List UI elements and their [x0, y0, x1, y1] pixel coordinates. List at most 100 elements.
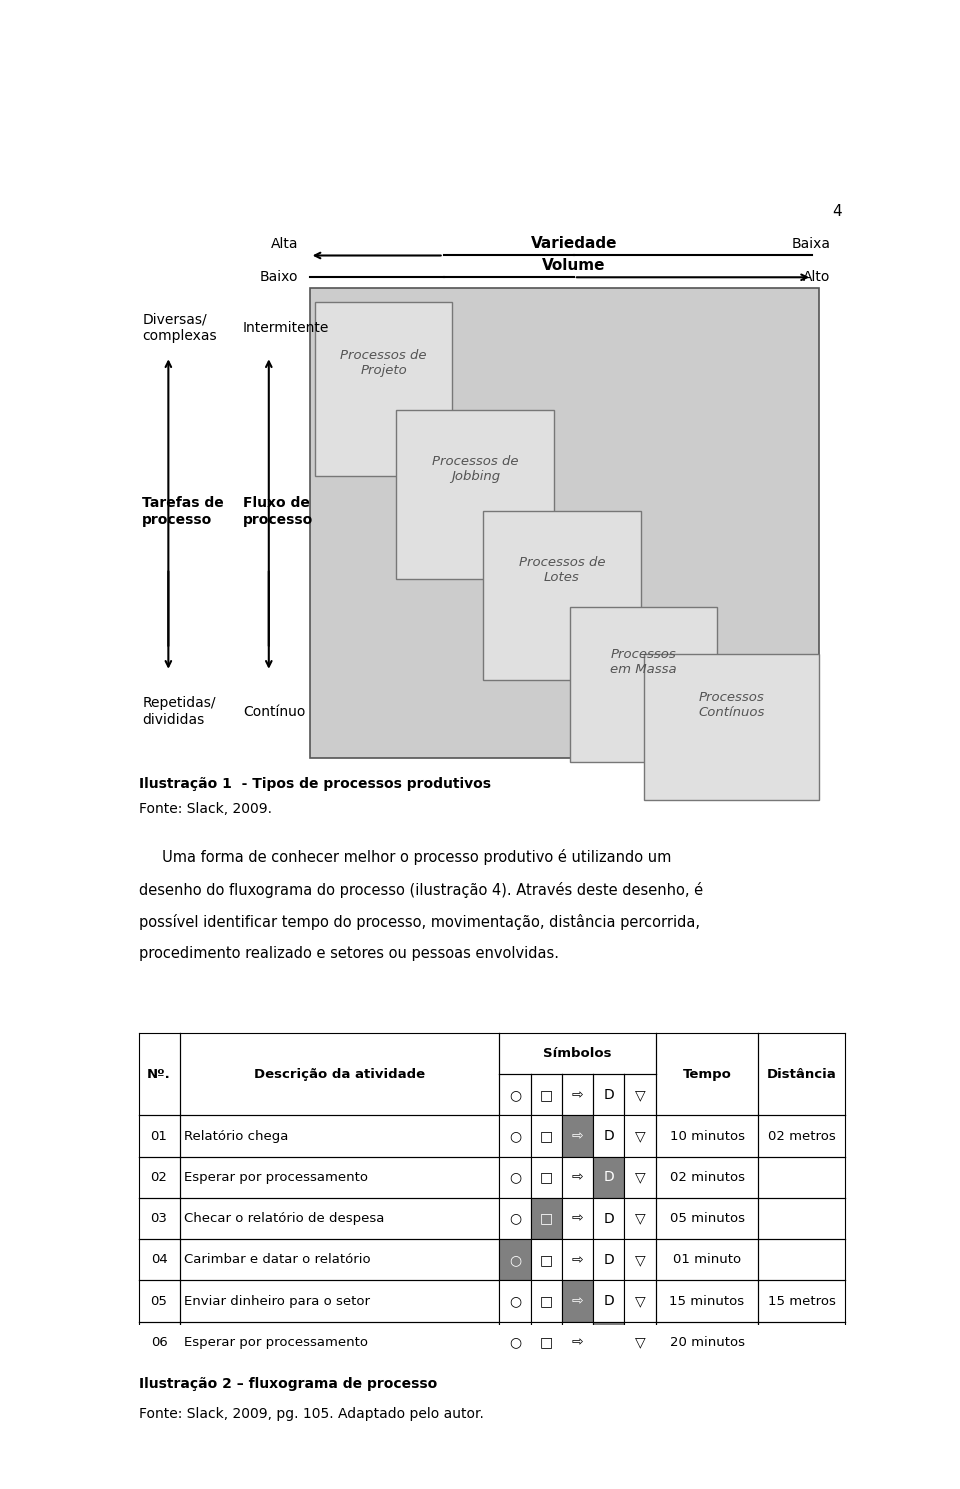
Bar [499, 1239, 531, 1281]
Text: D: D [604, 1252, 614, 1267]
Bar [624, 1281, 656, 1322]
Text: ○: ○ [509, 1294, 521, 1309]
Bar [483, 511, 641, 680]
Text: Alta: Alta [271, 237, 299, 252]
Text: 10 minutos: 10 minutos [669, 1130, 745, 1142]
Bar [643, 654, 820, 800]
Text: Alto: Alto [804, 271, 830, 284]
Bar [624, 1239, 656, 1281]
Text: 01 minuto: 01 minuto [673, 1254, 741, 1266]
Text: 20 minutos: 20 minutos [669, 1336, 745, 1349]
Text: Descrição da atividade: Descrição da atividade [253, 1068, 425, 1081]
Text: ○: ○ [509, 1088, 521, 1102]
Bar [593, 1281, 624, 1322]
Text: ○: ○ [509, 1336, 521, 1349]
Text: ⇨: ⇨ [572, 1212, 584, 1225]
Text: D: D [604, 1170, 614, 1184]
Text: ○: ○ [509, 1170, 521, 1184]
Bar [562, 1281, 593, 1322]
Text: Tarefas de
processo: Tarefas de processo [142, 496, 224, 527]
Bar [310, 287, 819, 758]
Text: Ilustração 2 – fluxograma de processo: Ilustração 2 – fluxograma de processo [138, 1377, 437, 1391]
Bar [315, 302, 452, 475]
Text: Nº.: Nº. [147, 1068, 171, 1081]
Text: □: □ [540, 1170, 553, 1184]
Text: Processos de
Projeto: Processos de Projeto [341, 348, 427, 377]
Bar [593, 1322, 624, 1362]
Text: Contínuo: Contínuo [243, 704, 305, 719]
Bar [624, 1322, 656, 1362]
Text: 04: 04 [151, 1254, 167, 1266]
Text: 05 minutos: 05 minutos [669, 1212, 745, 1225]
Text: ⇨: ⇨ [572, 1252, 584, 1267]
Text: ⇨: ⇨ [572, 1294, 584, 1309]
Text: Processos de
Lotes: Processos de Lotes [518, 555, 605, 584]
Bar [593, 1239, 624, 1281]
Bar [499, 1157, 531, 1199]
Text: Checar o relatório de despesa: Checar o relatório de despesa [184, 1212, 384, 1225]
Bar [499, 1199, 531, 1239]
Bar [562, 1157, 593, 1199]
Bar [562, 1199, 593, 1239]
Text: 01: 01 [151, 1130, 167, 1142]
Bar [624, 1157, 656, 1199]
Text: Distância: Distância [767, 1068, 837, 1081]
Bar [593, 1115, 624, 1157]
Text: ⇨: ⇨ [572, 1170, 584, 1184]
Text: 15 metros: 15 metros [768, 1294, 836, 1307]
Bar [531, 1157, 562, 1199]
Text: 4: 4 [832, 204, 842, 219]
Bar [569, 608, 717, 762]
Text: ○: ○ [509, 1212, 521, 1225]
Text: 02 minutos: 02 minutos [669, 1170, 745, 1184]
Text: Símbolos: Símbolos [543, 1047, 612, 1060]
Text: 15 minutos: 15 minutos [669, 1294, 745, 1307]
Text: Fluxo de
processo: Fluxo de processo [243, 496, 313, 527]
Text: Esperar por processamento: Esperar por processamento [184, 1336, 368, 1349]
Text: ⇨: ⇨ [572, 1088, 584, 1102]
Bar [593, 1199, 624, 1239]
Text: 02: 02 [151, 1170, 167, 1184]
Text: □: □ [540, 1129, 553, 1144]
Bar [562, 1239, 593, 1281]
Text: Volume: Volume [542, 258, 606, 272]
Text: 05: 05 [151, 1294, 167, 1307]
Bar [593, 1157, 624, 1199]
Text: Relatório chega: Relatório chega [184, 1130, 288, 1142]
Text: Diversas/
complexas: Diversas/ complexas [142, 313, 217, 344]
Text: Repetidas/
divididas: Repetidas/ divididas [142, 697, 216, 728]
Text: 02 metros: 02 metros [768, 1130, 836, 1142]
Text: Ilustração 1  - Tipos de processos produtivos: Ilustração 1 - Tipos de processos produt… [138, 777, 491, 791]
Text: ▽: ▽ [635, 1088, 645, 1102]
Text: D: D [604, 1294, 614, 1309]
Text: D: D [604, 1129, 614, 1144]
Bar [531, 1199, 562, 1239]
Text: ▽: ▽ [635, 1212, 645, 1225]
Text: Uma forma de conhecer melhor o processo produtivo é utilizando um: Uma forma de conhecer melhor o processo … [138, 849, 671, 865]
Text: ○: ○ [509, 1252, 521, 1267]
Text: ▽: ▽ [635, 1294, 645, 1309]
Text: possível identificar tempo do processo, movimentação, distância percorrida,: possível identificar tempo do processo, … [138, 914, 700, 929]
Text: □: □ [540, 1294, 553, 1309]
Text: Carimbar e datar o relatório: Carimbar e datar o relatório [184, 1254, 371, 1266]
Text: □: □ [540, 1336, 553, 1349]
Bar [531, 1239, 562, 1281]
Bar [499, 1322, 531, 1362]
Text: desenho do fluxograma do processo (ilustração 4). Através deste desenho, é: desenho do fluxograma do processo (ilust… [138, 881, 703, 898]
Text: ▽: ▽ [635, 1336, 645, 1349]
Text: Processos
Contínuos: Processos Contínuos [698, 691, 764, 719]
Text: Processos de
Jobbing: Processos de Jobbing [432, 456, 518, 482]
Bar [562, 1115, 593, 1157]
Text: D: D [604, 1088, 614, 1102]
Text: Enviar dinheiro para o setor: Enviar dinheiro para o setor [184, 1294, 370, 1307]
Text: ▽: ▽ [635, 1252, 645, 1267]
Text: ○: ○ [509, 1129, 521, 1144]
Text: □: □ [540, 1088, 553, 1102]
Text: □: □ [540, 1252, 553, 1267]
Text: Fonte: Slack, 2009, pg. 105. Adaptado pelo autor.: Fonte: Slack, 2009, pg. 105. Adaptado pe… [138, 1407, 484, 1421]
Bar [396, 409, 554, 579]
Bar [531, 1322, 562, 1362]
Text: D: D [604, 1336, 614, 1349]
Bar [562, 1322, 593, 1362]
Text: D: D [604, 1212, 614, 1225]
